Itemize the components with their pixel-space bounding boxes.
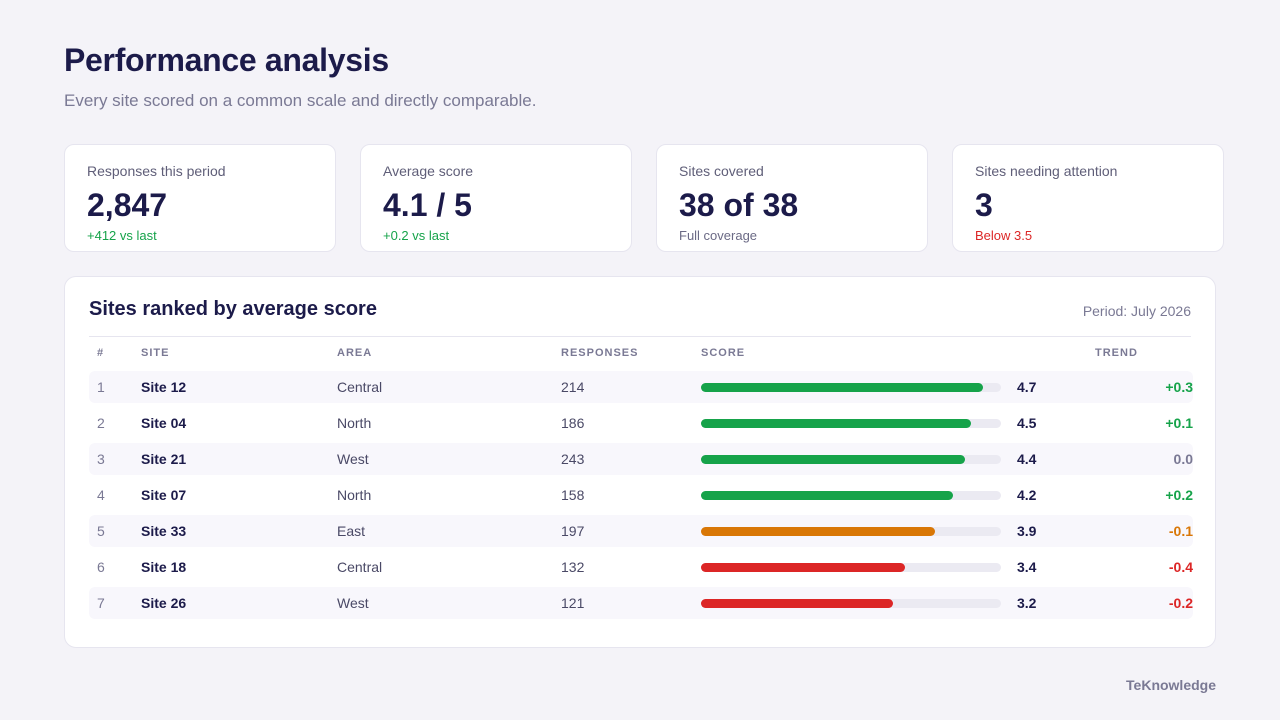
kpi-note: +0.2 vs last <box>383 228 450 243</box>
kpi-card-responses: Responses this period 2,847 +412 vs last <box>64 144 336 252</box>
responses-cell: 214 <box>561 379 585 395</box>
kpi-row: Responses this period 2,847 +412 vs last… <box>64 144 1224 252</box>
kpi-label: Sites covered <box>679 163 764 179</box>
site-cell: Site 07 <box>141 487 187 503</box>
trend-cell: -0.2 <box>1168 595 1193 611</box>
site-cell: Site 12 <box>141 379 187 395</box>
responses-cell: 243 <box>561 451 585 467</box>
score-bar <box>701 527 935 536</box>
kpi-card-average-score: Average score 4.1 / 5 +0.2 vs last <box>360 144 632 252</box>
area-cell: North <box>337 487 372 503</box>
rank-cell: 7 <box>97 595 105 611</box>
kpi-card-sites-covered: Sites covered 38 of 38 Full coverage <box>656 144 928 252</box>
responses-cell: 197 <box>561 523 585 539</box>
column-header-score: SCORE <box>701 347 746 359</box>
table-divider <box>89 336 1191 337</box>
ranking-table-card: Sites ranked by average score Period: Ju… <box>64 276 1216 648</box>
table-period: Period: July 2026 <box>1082 303 1191 319</box>
trend-cell: +0.3 <box>1165 379 1193 395</box>
kpi-card-sites-attention: Sites needing attention 3 Below 3.5 <box>952 144 1224 252</box>
score-bar <box>701 599 893 608</box>
table-row: 1 Site 12 Central 214 4.7 +0.3 <box>89 371 1193 403</box>
table-body: 1 Site 12 Central 214 4.7 +0.3 2 Site 04… <box>89 371 1193 623</box>
column-header-rank: # <box>97 347 105 359</box>
trend-cell: +0.1 <box>1165 415 1193 431</box>
trend-cell: 0.0 <box>1173 451 1193 467</box>
table-header: # SITE AREA RESPONSES SCORE TREND <box>89 347 1193 363</box>
score-cell: 4.7 <box>1017 379 1037 395</box>
table-row: 5 Site 33 East 197 3.9 -0.1 <box>89 515 1193 547</box>
score-bar-track <box>701 491 1001 500</box>
column-header-area: AREA <box>337 347 373 359</box>
table-title: Sites ranked by average score <box>89 298 377 320</box>
rank-cell: 2 <box>97 415 105 431</box>
table-row: 6 Site 18 Central 132 3.4 -0.4 <box>89 551 1193 583</box>
score-cell: 3.2 <box>1017 595 1037 611</box>
brand-logo-text: TeKnowledge <box>1126 677 1216 693</box>
table-row: 4 Site 07 North 158 4.2 +0.2 <box>89 479 1193 511</box>
trend-cell: -0.4 <box>1168 559 1193 575</box>
kpi-label: Average score <box>383 163 474 179</box>
responses-cell: 158 <box>561 487 585 503</box>
score-cell: 4.4 <box>1017 451 1037 467</box>
page-title: Performance analysis <box>64 42 389 78</box>
score-bar-track <box>701 455 1001 464</box>
rank-cell: 4 <box>97 487 105 503</box>
site-cell: Site 26 <box>141 595 187 611</box>
table-row: 2 Site 04 North 186 4.5 +0.1 <box>89 407 1193 439</box>
score-cell: 3.4 <box>1017 559 1037 575</box>
score-bar <box>701 563 905 572</box>
responses-cell: 186 <box>561 415 585 431</box>
area-cell: West <box>337 451 369 467</box>
kpi-note: +412 vs last <box>87 228 157 243</box>
score-cell: 4.2 <box>1017 487 1037 503</box>
kpi-value: 4.1 / 5 <box>383 187 472 223</box>
site-cell: Site 33 <box>141 523 187 539</box>
kpi-note: Full coverage <box>679 228 758 243</box>
responses-cell: 121 <box>561 595 585 611</box>
score-bar <box>701 491 953 500</box>
score-bar <box>701 455 965 464</box>
score-bar <box>701 419 971 428</box>
page-subtitle: Every site scored on a common scale and … <box>64 91 537 110</box>
kpi-note: Below 3.5 <box>975 228 1033 243</box>
rank-cell: 1 <box>97 379 105 395</box>
area-cell: West <box>337 595 369 611</box>
table-row: 3 Site 21 West 243 4.4 0.0 <box>89 443 1193 475</box>
site-cell: Site 18 <box>141 559 187 575</box>
score-bar <box>701 383 983 392</box>
score-bar-track <box>701 383 1001 392</box>
kpi-label: Responses this period <box>87 163 226 179</box>
rank-cell: 3 <box>97 451 105 467</box>
kpi-label: Sites needing attention <box>975 163 1118 179</box>
trend-cell: +0.2 <box>1165 487 1193 503</box>
score-bar-track <box>701 563 1001 572</box>
area-cell: Central <box>337 559 383 575</box>
score-cell: 4.5 <box>1017 415 1037 431</box>
trend-cell: -0.1 <box>1168 523 1193 539</box>
score-bar-track <box>701 527 1001 536</box>
area-cell: North <box>337 415 372 431</box>
kpi-value: 2,847 <box>87 187 168 223</box>
score-bar-track <box>701 419 1001 428</box>
table-row: 7 Site 26 West 121 3.2 -0.2 <box>89 587 1193 619</box>
area-cell: Central <box>337 379 383 395</box>
rank-cell: 5 <box>97 523 105 539</box>
kpi-value: 3 <box>975 187 993 223</box>
site-cell: Site 21 <box>141 451 187 467</box>
column-header-site: SITE <box>141 347 170 359</box>
score-bar-track <box>701 599 1001 608</box>
area-cell: East <box>337 523 366 539</box>
kpi-value: 38 of 38 <box>679 187 799 223</box>
site-cell: Site 04 <box>141 415 187 431</box>
column-header-responses: RESPONSES <box>561 347 639 359</box>
rank-cell: 6 <box>97 559 105 575</box>
score-cell: 3.9 <box>1017 523 1037 539</box>
column-header-trend: TREND <box>1095 347 1138 359</box>
responses-cell: 132 <box>561 559 585 575</box>
